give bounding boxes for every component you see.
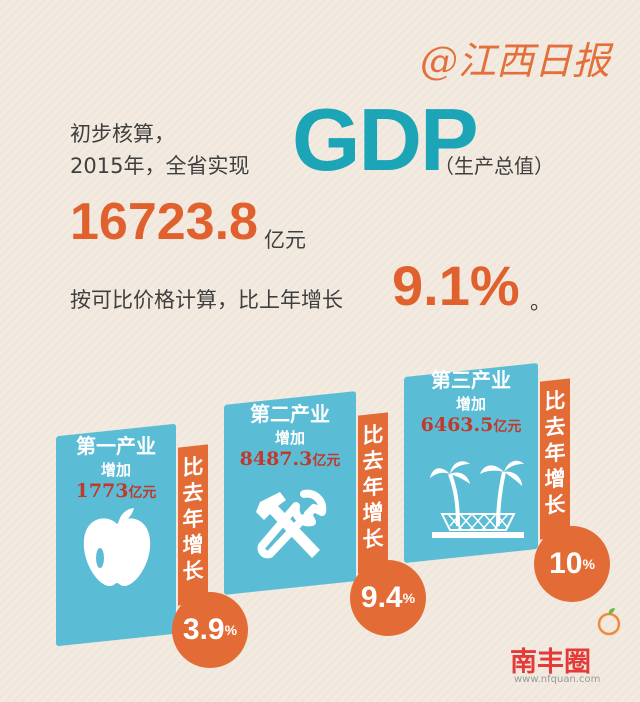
newspaper-logo: @江西日报 — [420, 39, 611, 83]
strip-char: 长 — [362, 524, 384, 553]
secondary-industry-sub: 增加 — [274, 429, 305, 447]
primary-industry-sub: 增加 — [100, 461, 131, 479]
strip-char: 去 — [362, 446, 384, 475]
strip-char: 增 — [362, 498, 384, 527]
strip-char: 年 — [182, 504, 204, 533]
strip-char: 年 — [362, 472, 384, 501]
secondary-industry-text: 第二产业 增加 8487.3亿元 — [224, 398, 356, 470]
gdp-value: 16723.8 — [70, 193, 258, 251]
secondary-growth-value: 9.4 — [360, 581, 403, 614]
primary-growth-badge: 3.9% — [172, 592, 248, 668]
tertiary-growth-value: 10 — [549, 547, 583, 580]
tertiary-industry-text: 第三产业 增加 6463.5亿元 — [404, 364, 538, 436]
apple-icon — [83, 508, 151, 586]
gdp-note: （生产总值） — [434, 154, 554, 178]
secondary-growth-pct: % — [402, 590, 416, 606]
primary-industry-title: 第一产业 — [76, 434, 156, 458]
growth-prefix: 按可比价格计算，比上年增长 — [70, 288, 343, 312]
strip-char: 年 — [544, 438, 566, 467]
secondary-industry-value: 8487.3 — [239, 448, 313, 470]
secondary-growth-strip: 比 去 年 增 长 — [358, 412, 388, 574]
tertiary-industry-sub: 增加 — [455, 395, 486, 413]
growth-suffix: 。 — [530, 290, 551, 314]
gdp-value-unit: 亿元 — [264, 228, 306, 252]
secondary-growth-badge: 9.4% — [350, 560, 426, 636]
tertiary-growth-badge: 10% — [534, 526, 610, 602]
tools-icon — [256, 489, 327, 559]
tertiary-growth-pct: % — [582, 556, 595, 572]
strip-char: 增 — [544, 464, 566, 493]
tertiary-industry-value: 6463.5 — [420, 414, 494, 436]
palm-hammock-icon — [430, 460, 524, 538]
gdp-heading: GDP — [292, 90, 479, 189]
primary-growth-value: 3.9 — [182, 613, 225, 646]
watermark-url: www.nfquan.com — [514, 674, 601, 685]
growth-value: 9.1% — [392, 254, 520, 317]
secondary-industry-unit: 亿元 — [312, 453, 341, 469]
strip-char: 长 — [182, 556, 204, 585]
tertiary-industry-title: 第三产业 — [431, 368, 511, 392]
intro-line-1: 初步核算， — [70, 122, 175, 146]
primary-industry-text: 第一产业 增加 1773亿元 — [56, 430, 176, 502]
primary-growth-strip: 比 去 年 增 长 — [178, 444, 208, 606]
tertiary-growth-strip: 比 去 年 增 长 — [540, 378, 570, 540]
strip-char: 长 — [544, 490, 566, 519]
primary-industry-value: 1773 — [75, 480, 129, 502]
primary-industry-unit: 亿元 — [128, 485, 157, 501]
primary-growth-pct: % — [224, 622, 238, 638]
orange-fruit-icon — [597, 608, 621, 636]
secondary-industry-title: 第二产业 — [250, 402, 330, 426]
intro-line-2: 2015年，全省实现 — [70, 154, 250, 178]
tertiary-industry-unit: 亿元 — [493, 419, 522, 435]
strip-char: 比 — [362, 420, 384, 449]
strip-char: 去 — [544, 412, 566, 441]
strip-char: 增 — [182, 530, 204, 559]
strip-char: 比 — [544, 386, 566, 415]
strip-char: 去 — [182, 478, 204, 507]
strip-char: 比 — [182, 452, 204, 481]
watermark-name: 南丰圈 — [510, 647, 591, 678]
